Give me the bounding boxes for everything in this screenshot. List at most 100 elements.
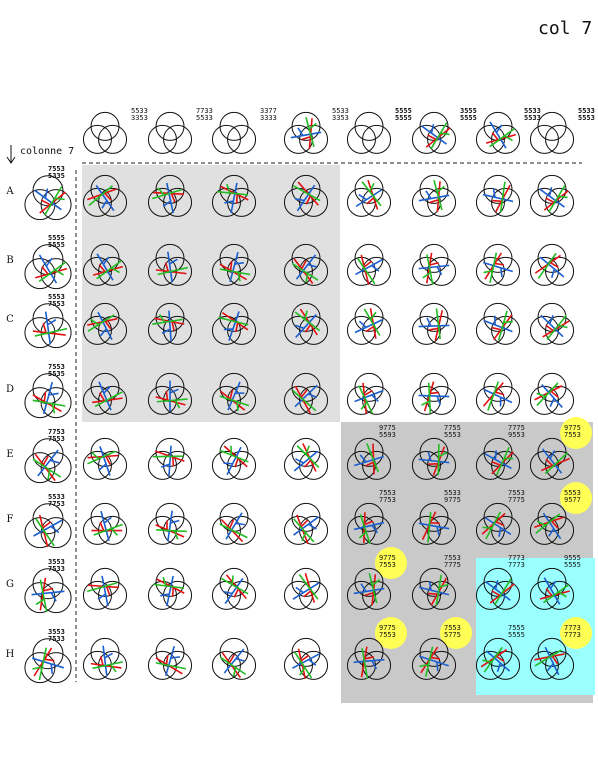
knot-ring <box>362 450 392 480</box>
knot-ring <box>155 111 185 141</box>
arc-mark <box>98 381 112 411</box>
row-code: 5555 5555 <box>48 234 65 249</box>
arc-mark <box>229 251 239 283</box>
arc-mark <box>534 649 562 667</box>
arc-mark <box>103 516 112 524</box>
arc-mark <box>294 384 318 408</box>
arc-mark <box>436 185 445 193</box>
arc-mark <box>165 655 169 665</box>
knot-ring <box>427 580 457 610</box>
reference-knot <box>24 303 72 349</box>
arc-mark <box>483 319 513 333</box>
arc-mark <box>438 452 448 457</box>
knot-ring <box>211 187 241 217</box>
knot-ring <box>529 650 559 680</box>
arc-mark <box>308 658 317 666</box>
header-code: 5555 5555 <box>395 107 412 122</box>
grid-knot <box>283 437 329 480</box>
grid-knot <box>411 243 457 286</box>
knot-ring <box>483 302 513 332</box>
arc-mark <box>305 273 309 283</box>
arc-mark <box>361 648 369 679</box>
arc-mark <box>485 511 502 540</box>
arc-mark <box>34 189 62 211</box>
highlight-circle <box>375 547 407 579</box>
header-knot <box>283 111 329 154</box>
arc-mark <box>92 661 123 670</box>
arc-mark <box>425 190 432 199</box>
arc-mark <box>364 656 374 660</box>
arc-mark <box>42 381 54 415</box>
arc-mark <box>356 257 376 285</box>
knot-ring <box>419 437 449 467</box>
arc-mark <box>487 381 500 411</box>
arc-mark <box>88 185 114 207</box>
grid-knot <box>147 302 193 345</box>
knot-ring <box>299 187 329 217</box>
reference-knot <box>24 438 72 484</box>
arc-mark <box>161 328 171 334</box>
knot-ring <box>155 174 185 204</box>
knot-ring <box>483 174 513 204</box>
knot-ring <box>211 124 241 154</box>
arc-mark <box>295 254 317 280</box>
arc-mark <box>165 390 169 401</box>
grid-knot <box>475 502 521 545</box>
arc-mark <box>307 393 317 399</box>
arc-mark <box>427 451 432 461</box>
arc-mark <box>50 663 54 674</box>
knot-ring <box>419 302 449 332</box>
header-knot <box>147 111 193 154</box>
knot-ring <box>90 437 120 467</box>
knot-ring <box>147 450 177 480</box>
arc-mark <box>32 666 43 670</box>
arc-mark <box>153 583 185 589</box>
row-label: H <box>5 649 15 660</box>
arc-mark <box>224 200 234 204</box>
region-code: 5553 9577 <box>564 489 581 504</box>
arc-mark <box>292 184 321 202</box>
arc-mark <box>429 198 439 204</box>
arc-mark <box>428 581 432 591</box>
grid-knot <box>211 302 257 345</box>
knot-ring <box>24 317 56 349</box>
arc-mark <box>156 529 187 533</box>
header-code: 5533 5533 <box>524 107 541 122</box>
knot-ring <box>82 124 112 154</box>
arc-mark <box>545 458 554 467</box>
knot-ring <box>419 637 449 667</box>
grid-knot <box>283 302 329 345</box>
arc-mark <box>34 327 68 337</box>
arc-mark <box>503 320 513 324</box>
arc-mark <box>485 650 511 672</box>
arc-mark <box>101 200 108 209</box>
arc-mark <box>550 390 559 398</box>
arc-mark <box>38 261 67 283</box>
arc-mark <box>104 320 112 330</box>
arc-mark <box>219 449 249 463</box>
arc-mark <box>50 592 57 602</box>
grid-knot <box>529 372 575 415</box>
arc-mark <box>495 446 510 476</box>
arc-mark <box>364 461 374 467</box>
arc-mark <box>35 518 55 547</box>
arc-mark <box>429 261 439 266</box>
knot-ring <box>98 124 128 154</box>
arc-mark <box>558 591 567 598</box>
arc-mark <box>170 656 181 659</box>
arc-mark <box>545 588 553 597</box>
knot-ring <box>427 315 457 345</box>
knot-ring <box>82 315 112 345</box>
header-knot <box>211 111 257 154</box>
knot-ring <box>24 258 56 290</box>
knot-ring <box>98 187 128 217</box>
arc-mark <box>167 251 173 283</box>
grid-knot <box>283 243 329 286</box>
knot-ring <box>354 437 384 467</box>
arc-mark <box>436 395 442 405</box>
arc-mark <box>551 520 559 529</box>
arc-mark <box>305 195 312 205</box>
knot-ring <box>32 568 64 600</box>
knot-ring <box>354 302 384 332</box>
knot-ring <box>211 385 241 415</box>
